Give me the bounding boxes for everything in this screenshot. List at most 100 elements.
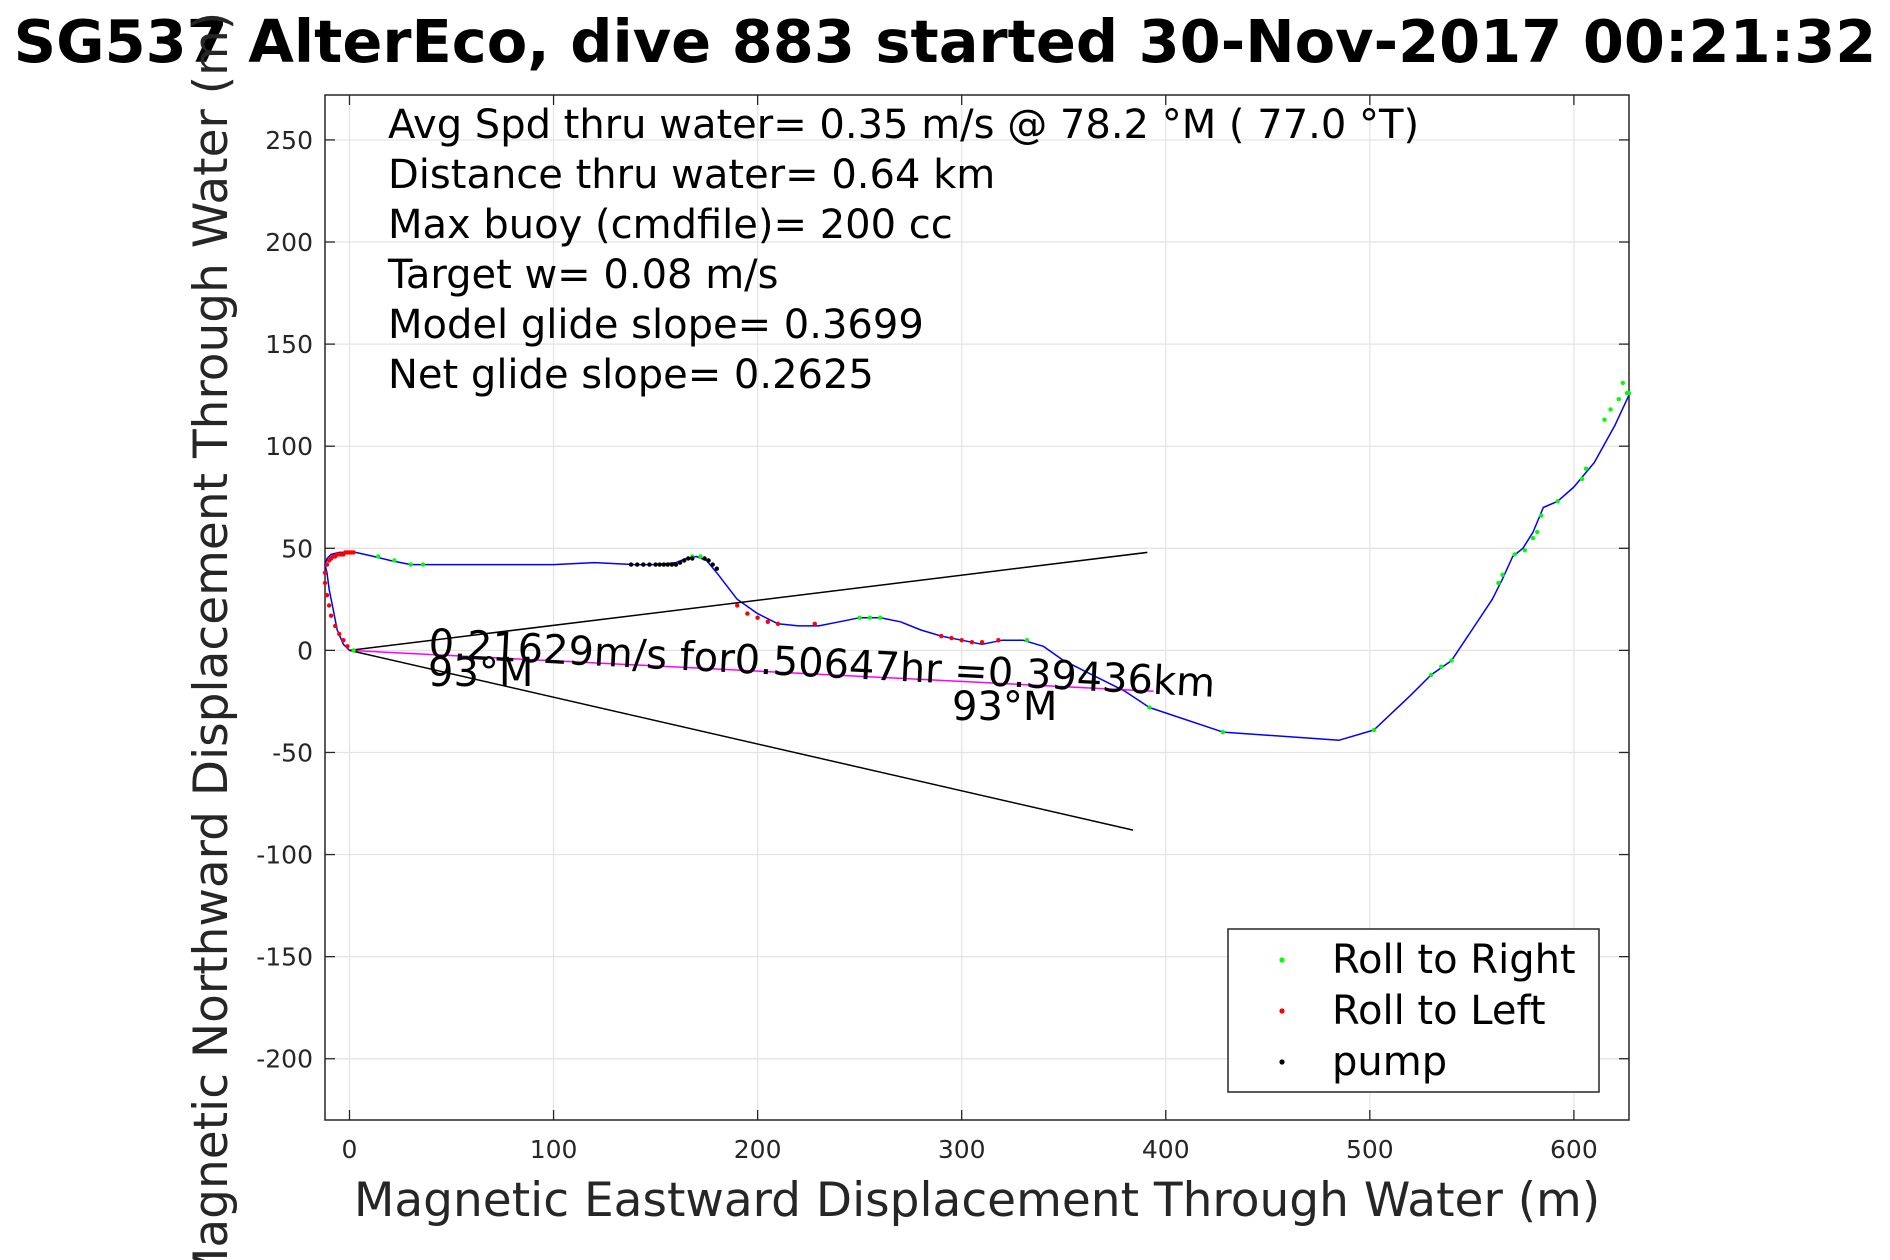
point-roll-to-right — [1220, 729, 1226, 735]
point-roll-to-left — [765, 619, 770, 624]
y-tick-label: 150 — [265, 330, 313, 359]
point-roll-to-left — [324, 593, 330, 598]
point-pump — [702, 556, 707, 561]
point-roll-to-right — [1512, 552, 1517, 557]
legend-marker-pump — [1279, 1059, 1285, 1065]
point-roll-to-right — [1428, 672, 1434, 678]
point-roll-to-right — [1579, 476, 1585, 482]
point-roll-to-left — [333, 623, 338, 629]
point-pump — [690, 556, 695, 561]
point-roll-to-left — [745, 611, 750, 616]
point-roll-to-right — [420, 562, 426, 567]
point-roll-to-right — [1449, 658, 1454, 663]
x-tick-label: 500 — [1346, 1135, 1394, 1164]
point-pump — [710, 562, 715, 567]
info-line-avg-speed: Avg Spd thru water= 0.35 m/s @ 78.2 °M (… — [388, 102, 1419, 148]
point-pump — [647, 562, 652, 567]
chart-title: SG537 AlterEco, dive 883 started 30-Nov-… — [14, 7, 1877, 76]
info-line-target-w: Target w= 0.08 m/s — [387, 252, 778, 298]
info-panel: Avg Spd thru water= 0.35 m/s @ 78.2 °M (… — [387, 102, 1419, 398]
point-roll-to-right — [1535, 529, 1540, 535]
point-roll-to-right — [1024, 638, 1030, 643]
point-pump — [673, 562, 679, 567]
point-roll-to-right — [1555, 499, 1560, 504]
point-roll-to-right — [1620, 380, 1626, 386]
y-tick-label: -50 — [272, 738, 313, 767]
point-pump — [653, 562, 658, 567]
point-roll-to-right — [1626, 390, 1632, 396]
point-roll-to-left — [322, 580, 328, 586]
point-roll-to-right — [375, 554, 381, 559]
point-roll-to-left — [324, 562, 330, 567]
point-roll-to-left — [345, 644, 350, 649]
point-pump — [657, 562, 662, 567]
point-roll-to-left — [351, 550, 356, 555]
y-tick-label: -150 — [256, 943, 313, 972]
point-roll-to-right — [408, 562, 413, 567]
point-roll-to-left — [812, 621, 817, 626]
data-series — [322, 380, 1632, 831]
info-line-net-glide: Net glide slope= 0.2625 — [388, 352, 874, 398]
info-line-distance: Distance thru water= 0.64 km — [388, 152, 995, 198]
x-tick-label: 300 — [938, 1135, 986, 1164]
point-roll-to-right — [877, 615, 883, 620]
y-tick-label: 0 — [297, 636, 313, 665]
info-line-max-buoy: Max buoy (cmdfile)= 200 cc — [388, 202, 953, 248]
series-line-cone-upper — [349, 551, 1148, 652]
point-roll-to-left — [969, 640, 975, 645]
y-tick-label: 100 — [265, 432, 313, 461]
y-tick-label: -100 — [256, 841, 313, 870]
point-roll-to-right — [1602, 417, 1607, 422]
y-tick-label: 50 — [281, 534, 313, 563]
point-roll-to-right — [392, 558, 397, 563]
info-line-model-glide: Model glide slope= 0.3699 — [388, 302, 924, 348]
point-pump — [641, 562, 646, 567]
point-roll-to-right — [1608, 407, 1613, 412]
y-tick-label: 250 — [265, 126, 313, 155]
legend-marker-roll-left — [1279, 1008, 1285, 1014]
point-roll-to-left — [979, 640, 985, 645]
annotations: 0.21629m/s for0.50647hr =0.39436km 93°M … — [427, 621, 1216, 730]
x-tick-label: 600 — [1550, 1135, 1598, 1164]
point-pump — [635, 562, 640, 567]
legend-label-pump: pump — [1332, 1039, 1447, 1085]
point-roll-to-left — [959, 638, 964, 643]
legend: Roll to Right Roll to Left pump — [1227, 928, 1600, 1093]
heading-start-label: 93°M — [428, 650, 533, 696]
point-roll-to-right — [1439, 664, 1444, 669]
x-axis-label: Magnetic Eastward Displacement Through W… — [354, 1173, 1600, 1228]
point-roll-to-right — [1371, 727, 1377, 733]
point-roll-to-left — [735, 603, 740, 608]
point-pump — [706, 558, 711, 563]
point-pump — [665, 562, 670, 567]
grid — [325, 95, 1629, 1120]
x-tick-label: 100 — [530, 1135, 578, 1164]
point-roll-to-left — [755, 615, 760, 620]
y-tick-label: -200 — [256, 1045, 313, 1074]
point-pump — [686, 556, 691, 561]
point-roll-to-left — [322, 570, 328, 575]
point-roll-to-left — [775, 621, 781, 626]
point-roll-to-right — [1530, 535, 1536, 541]
point-pump — [661, 562, 666, 567]
point-roll-to-right — [867, 615, 873, 620]
y-axis-label: Magnetic Northward Displacement Through … — [184, 12, 239, 1260]
point-roll-to-left — [949, 635, 954, 641]
series-line-depth-averaged-current — [349, 649, 1154, 692]
heading-end-label: 93°M — [952, 684, 1057, 730]
x-tick-label: 0 — [342, 1135, 358, 1164]
point-pump — [714, 566, 719, 571]
point-roll-to-right — [857, 615, 862, 620]
point-roll-to-right — [1500, 572, 1505, 577]
point-roll-to-right — [1147, 705, 1152, 710]
current-label: 0.21629m/s for0.50647hr =0.39436km — [427, 621, 1216, 707]
point-pump — [669, 562, 675, 567]
point-roll-to-right — [1616, 397, 1622, 402]
x-tick-label: 200 — [734, 1135, 782, 1164]
point-roll-to-left — [341, 638, 346, 643]
legend-marker-roll-right — [1279, 957, 1285, 963]
point-roll-to-left — [328, 613, 334, 618]
legend-label-roll-right: Roll to Right — [1332, 937, 1576, 983]
point-roll-to-right — [1539, 513, 1544, 518]
